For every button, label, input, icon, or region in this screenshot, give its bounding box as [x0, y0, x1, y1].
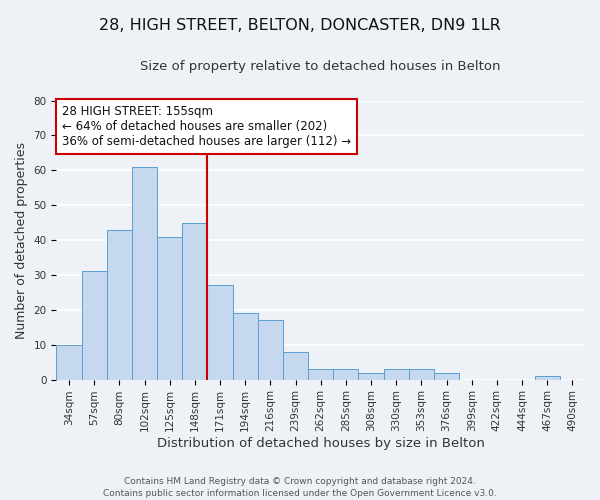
Text: 28 HIGH STREET: 155sqm
← 64% of detached houses are smaller (202)
36% of semi-de: 28 HIGH STREET: 155sqm ← 64% of detached…: [62, 104, 351, 148]
Bar: [182, 222, 208, 380]
Bar: [358, 372, 383, 380]
Bar: [383, 369, 409, 380]
Bar: [333, 369, 358, 380]
Bar: [208, 286, 233, 380]
X-axis label: Distribution of detached houses by size in Belton: Distribution of detached houses by size …: [157, 437, 485, 450]
Bar: [132, 167, 157, 380]
Text: Contains HM Land Registry data © Crown copyright and database right 2024.
Contai: Contains HM Land Registry data © Crown c…: [103, 476, 497, 498]
Bar: [258, 320, 283, 380]
Y-axis label: Number of detached properties: Number of detached properties: [15, 142, 28, 338]
Bar: [82, 272, 107, 380]
Bar: [56, 344, 82, 380]
Title: Size of property relative to detached houses in Belton: Size of property relative to detached ho…: [140, 60, 501, 73]
Text: 28, HIGH STREET, BELTON, DONCASTER, DN9 1LR: 28, HIGH STREET, BELTON, DONCASTER, DN9 …: [99, 18, 501, 32]
Bar: [409, 369, 434, 380]
Bar: [283, 352, 308, 380]
Bar: [157, 236, 182, 380]
Bar: [107, 230, 132, 380]
Bar: [233, 314, 258, 380]
Bar: [434, 372, 459, 380]
Bar: [535, 376, 560, 380]
Bar: [308, 369, 333, 380]
